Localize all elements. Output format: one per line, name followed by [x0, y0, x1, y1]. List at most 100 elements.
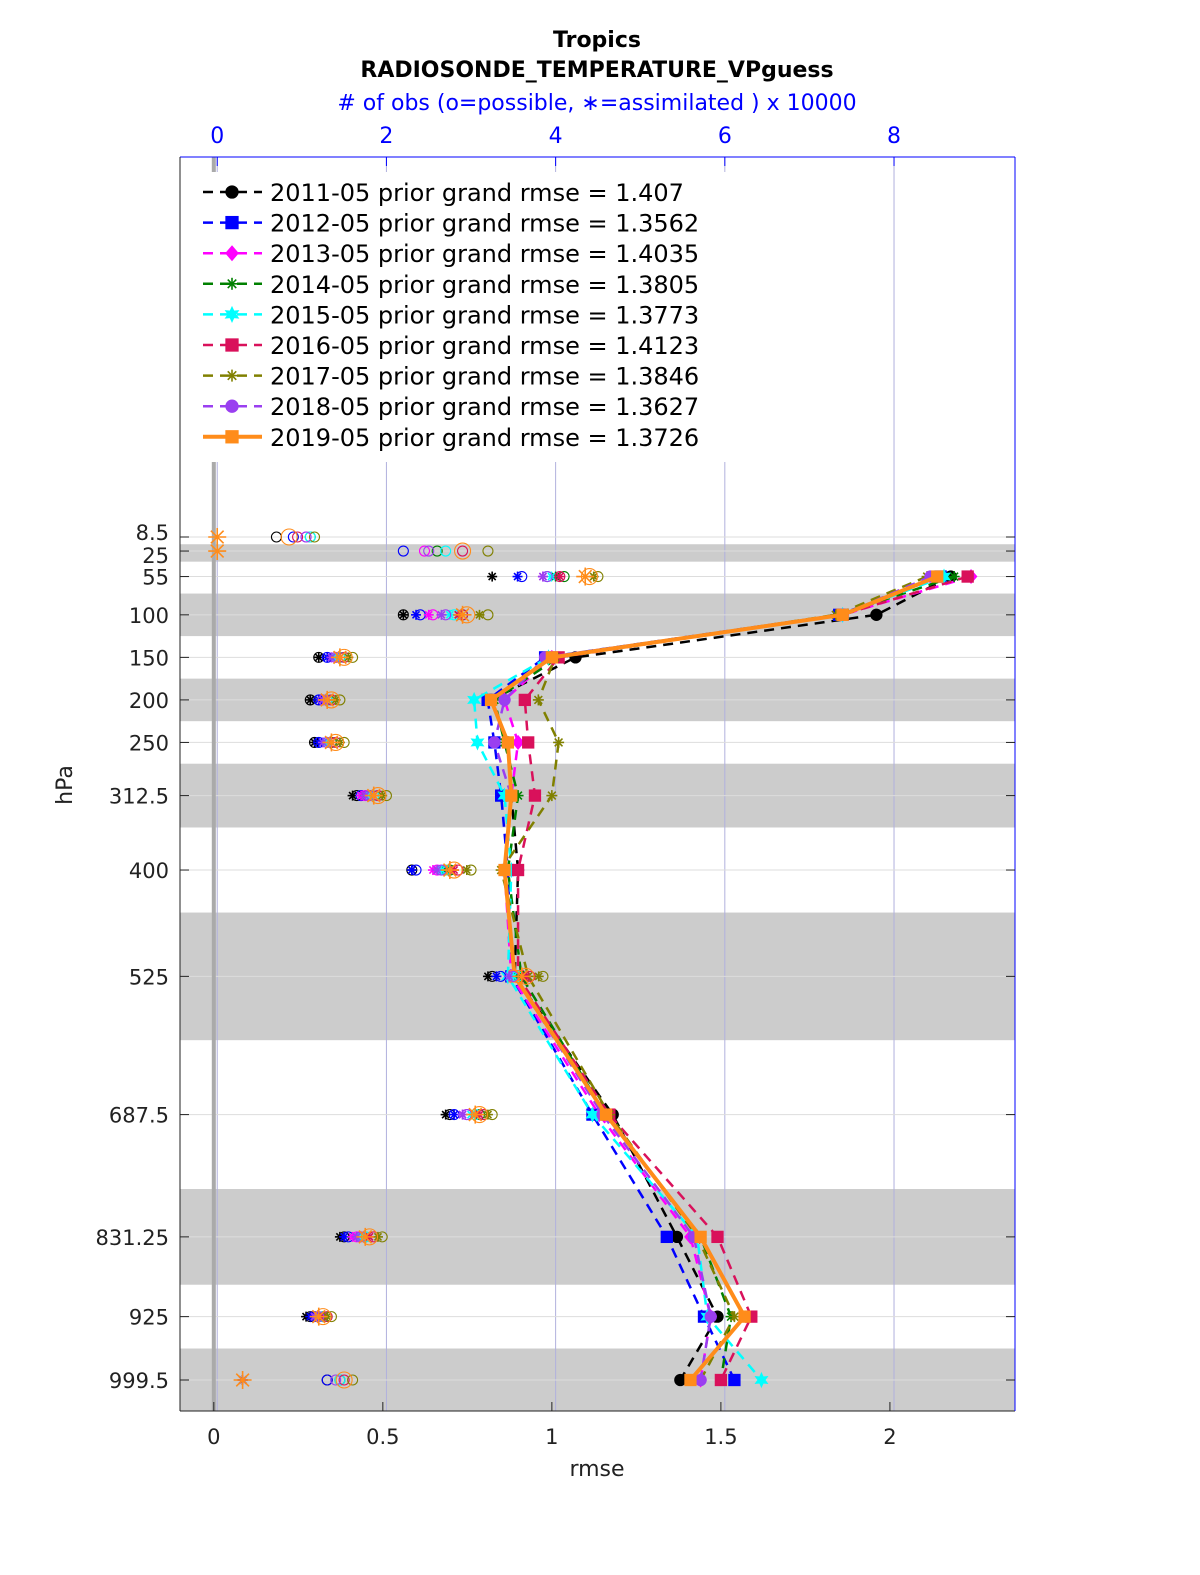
data-point — [470, 734, 485, 751]
obs-assimilated-marker — [474, 609, 485, 620]
marker-stroke — [442, 863, 457, 877]
legend-entry: 2019-05 prior grand rmse = 1.3726 — [270, 424, 699, 452]
series-line — [489, 575, 952, 1381]
marker-stroke — [358, 1229, 373, 1244]
obs-possible-marker — [292, 531, 304, 543]
obs-possible-marker — [280, 528, 298, 546]
data-point — [518, 693, 531, 707]
x-tick-label: 0 — [207, 1425, 220, 1449]
y-tick-label: 250 — [129, 731, 169, 755]
legend-marker — [225, 430, 239, 444]
marker-stroke — [332, 650, 347, 665]
marker-stroke — [578, 569, 593, 584]
obs-possible-marker — [431, 545, 443, 557]
obs-assimilated-marker — [576, 567, 595, 586]
obs-possible-marker — [308, 531, 321, 543]
top-tick-label: 2 — [379, 124, 393, 149]
top-tick-label: 0 — [210, 124, 224, 149]
legend-marker — [226, 369, 238, 382]
obs-assimilated-marker — [233, 1371, 252, 1389]
marker-stroke — [488, 572, 497, 581]
marker-stroke — [547, 791, 557, 801]
marker-stroke — [314, 653, 323, 662]
obs-possible-marker — [397, 545, 409, 557]
data-point — [498, 863, 511, 877]
y-tick-label: 200 — [129, 689, 169, 713]
obs-possible-marker — [330, 1374, 342, 1386]
data-point — [528, 789, 542, 802]
legend: 2011-05 prior grand rmse = 1.407 2012-05 … — [195, 172, 730, 462]
y-tick-label: 925 — [129, 1306, 169, 1330]
marker-stroke — [348, 791, 357, 800]
chart-subtitle: RADIOSONDE_TEMPERATURE_VPguess — [360, 58, 833, 83]
legend-marker — [225, 245, 239, 262]
marker-stroke — [324, 735, 339, 750]
obs-possible-marker — [287, 531, 299, 543]
marker-stroke — [555, 572, 564, 581]
obs-assimilated-marker — [318, 690, 337, 709]
x-tick-label: 1.5 — [704, 1425, 737, 1449]
x-axis-label: rmse — [569, 1457, 624, 1482]
legend-marker — [225, 215, 239, 230]
data-point — [505, 789, 518, 802]
y-tick-label: 312.5 — [109, 785, 169, 809]
series-line — [499, 575, 928, 1381]
obs-assimilated-marker — [406, 865, 417, 876]
marker-stroke — [340, 1232, 349, 1241]
marker-stroke — [366, 788, 381, 803]
y-tick-label: 25 — [142, 544, 169, 568]
marker-stroke — [306, 695, 315, 705]
data-point — [694, 1373, 707, 1387]
y-tick-label: 999.5 — [109, 1369, 169, 1393]
marker-stroke — [483, 972, 493, 981]
obs-assimilated-marker — [339, 1231, 350, 1242]
data-point — [660, 1230, 673, 1244]
x-tick-label: 0.5 — [366, 1425, 399, 1449]
y-tick-label: 8.5 — [136, 521, 169, 545]
marker-stroke — [450, 1110, 459, 1119]
marker-stroke — [533, 695, 543, 705]
data-point — [546, 790, 558, 802]
series-line — [488, 574, 938, 1382]
marker-stroke — [441, 1110, 450, 1119]
marker-stroke — [492, 972, 501, 981]
obs-assimilated-marker — [432, 865, 443, 876]
shaded-bands — [180, 544, 1015, 1411]
obs-assimilated-marker — [423, 609, 434, 620]
obs-assimilated-marker — [466, 1105, 485, 1124]
marker-stroke — [455, 607, 470, 622]
marker-stroke — [504, 972, 514, 981]
y-axis-label: hPa — [53, 765, 78, 805]
data-point — [754, 1371, 769, 1389]
data-point — [728, 1311, 740, 1323]
marker-stroke — [458, 1110, 467, 1119]
legend-marker — [226, 277, 238, 290]
obs-assimilated-marker — [554, 571, 565, 582]
obs-assimilated-marker — [449, 1109, 460, 1120]
obs-assimilated-marker — [411, 609, 422, 620]
data-point — [836, 608, 849, 621]
data-point — [948, 571, 960, 583]
data-point — [532, 694, 544, 706]
data-point — [674, 1373, 687, 1387]
legend-marker — [224, 305, 240, 323]
marker-stroke — [538, 572, 548, 581]
marker-stroke — [462, 865, 471, 875]
obs-possible-marker — [418, 545, 431, 557]
data-point — [511, 734, 525, 750]
legend-entry: 2014-05 prior grand rmse = 1.3805 — [270, 271, 699, 299]
legend-marker — [225, 185, 239, 199]
legend-entry: 2017-05 prior grand rmse = 1.3846 — [270, 363, 699, 391]
obs-assimilated-marker — [491, 971, 502, 982]
legend-entry: 2011-05 prior grand rmse = 1.407 — [270, 179, 684, 207]
legend-entry: 2013-05 prior grand rmse = 1.4035 — [270, 240, 699, 268]
y-tick-label: 525 — [129, 965, 169, 989]
marker-stroke — [445, 610, 454, 619]
data-point — [714, 1373, 728, 1387]
marker-stroke — [554, 737, 564, 747]
marker-stroke — [513, 572, 522, 581]
marker-stroke — [424, 610, 433, 619]
data-point — [553, 736, 565, 748]
data-point — [694, 1230, 707, 1244]
